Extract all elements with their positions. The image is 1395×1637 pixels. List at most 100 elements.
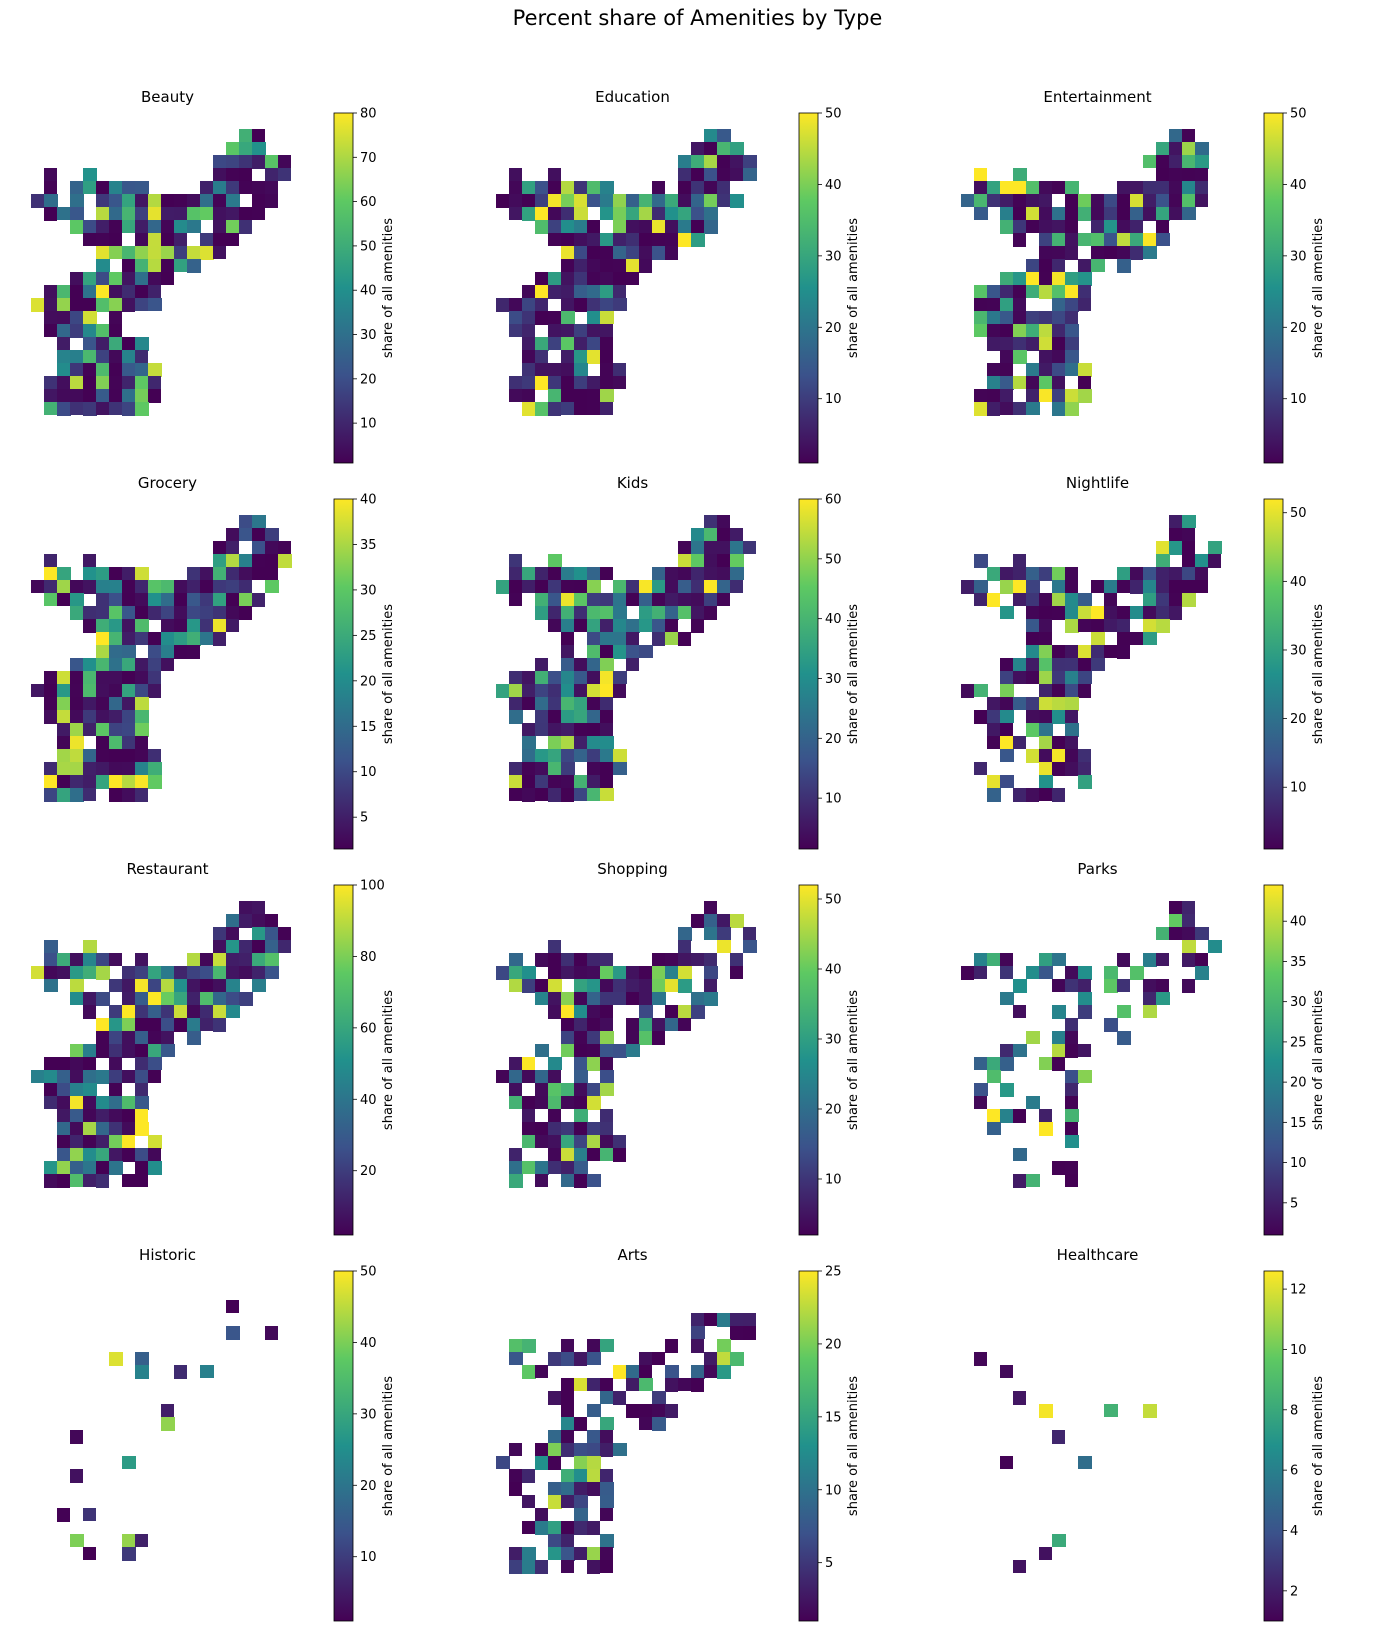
census-tract [639, 580, 653, 594]
census-tract [57, 350, 71, 363]
census-tract [83, 992, 96, 1005]
census-tract [561, 311, 575, 324]
census-tract [691, 1339, 704, 1353]
census-tract [226, 567, 239, 580]
census-tract [1182, 914, 1195, 928]
census-tract [600, 1005, 613, 1018]
colorbar-tick-label: 30 [1290, 249, 1307, 264]
census-tract [70, 1109, 84, 1123]
census-tract [1013, 593, 1026, 606]
map-panel-restaurant: Restaurant 20 40 60 80 100 share of all amenit… [0, 852, 465, 1238]
census-tract [548, 1456, 561, 1470]
census-tract [239, 966, 252, 979]
census-tract [239, 207, 252, 221]
census-tract [561, 1031, 575, 1045]
census-tract [600, 363, 613, 376]
census-tract [678, 155, 692, 169]
panel-title: Nightlife [1065, 474, 1130, 492]
census-tract [535, 311, 548, 325]
census-tract [161, 658, 174, 671]
census-tract [135, 697, 149, 711]
census-tract [691, 606, 704, 620]
census-tract [83, 376, 96, 389]
census-tract [600, 979, 613, 992]
census-tract [96, 259, 110, 273]
census-tract [135, 233, 148, 246]
census-tract [109, 632, 123, 645]
census-tract [1104, 220, 1118, 233]
census-tract [600, 1469, 613, 1483]
census-tract [535, 953, 548, 967]
census-tract [122, 992, 135, 1005]
census-tract [535, 298, 548, 312]
census-tract [1013, 194, 1026, 208]
colorbar-tick-label: 40 [825, 612, 842, 627]
census-tract [561, 207, 574, 220]
census-tract [561, 1469, 575, 1483]
census-tract [600, 606, 614, 619]
census-tract [109, 645, 123, 658]
census-tract [1039, 1404, 1053, 1418]
census-tract [57, 324, 71, 337]
census-tract [574, 1469, 588, 1483]
census-tract [509, 1083, 522, 1096]
census-tract [1078, 1005, 1092, 1019]
census-tract [1013, 554, 1026, 568]
census-tract [1039, 645, 1053, 658]
census-tract [213, 580, 227, 594]
colorbar-tick-label: 25 [825, 1265, 842, 1280]
census-tract [148, 220, 162, 234]
census-tract [1052, 710, 1066, 724]
census-tract [44, 1161, 58, 1174]
census-tract [574, 1044, 587, 1058]
census-tract [974, 554, 988, 568]
census-tract [57, 1174, 70, 1188]
census-tract [509, 1560, 523, 1574]
census-tract [1117, 1005, 1131, 1018]
colorbar-tick-label: 10 [1290, 1343, 1307, 1358]
census-tract [1130, 207, 1144, 220]
census-tract [1039, 619, 1052, 633]
census-tract [200, 207, 214, 220]
census-tract [704, 528, 718, 542]
census-tract [1026, 337, 1039, 351]
census-tract [226, 580, 240, 593]
census-tract [561, 1560, 574, 1573]
census-tract [717, 1313, 731, 1327]
census-tract [987, 697, 1000, 711]
census-tract [743, 1313, 756, 1327]
census-tract [96, 233, 109, 247]
census-tract [743, 940, 757, 953]
census-tract [587, 376, 600, 390]
census-tract [704, 567, 717, 581]
census-tract [135, 710, 149, 723]
census-tract [265, 940, 279, 953]
census-tract [1026, 194, 1039, 208]
census-tract [96, 966, 110, 980]
census-tract [213, 940, 226, 954]
colorbar-tick-label: 60 [360, 1021, 377, 1036]
census-tract [239, 142, 253, 156]
census-tract [704, 979, 717, 993]
census-tract [1130, 580, 1143, 594]
census-tract [252, 528, 265, 542]
census-tract [548, 1443, 562, 1456]
census-tract [57, 593, 70, 606]
census-tract [639, 1005, 653, 1019]
colorbar-tick-label: 30 [1290, 643, 1307, 658]
census-tract [509, 567, 522, 581]
census-tract [265, 554, 278, 568]
census-tract [1091, 580, 1104, 593]
census-tract [1156, 554, 1170, 568]
census-tract [122, 619, 135, 633]
census-tract [57, 1148, 71, 1162]
census-tract [148, 775, 162, 789]
census-tract [265, 1326, 278, 1340]
census-tract [265, 567, 278, 581]
census-tract [83, 233, 96, 246]
census-tract [70, 580, 83, 593]
colorbar-gradient [1263, 498, 1284, 850]
census-tract [574, 1547, 587, 1560]
census-tract [1039, 1057, 1053, 1070]
census-tract [574, 1070, 588, 1084]
